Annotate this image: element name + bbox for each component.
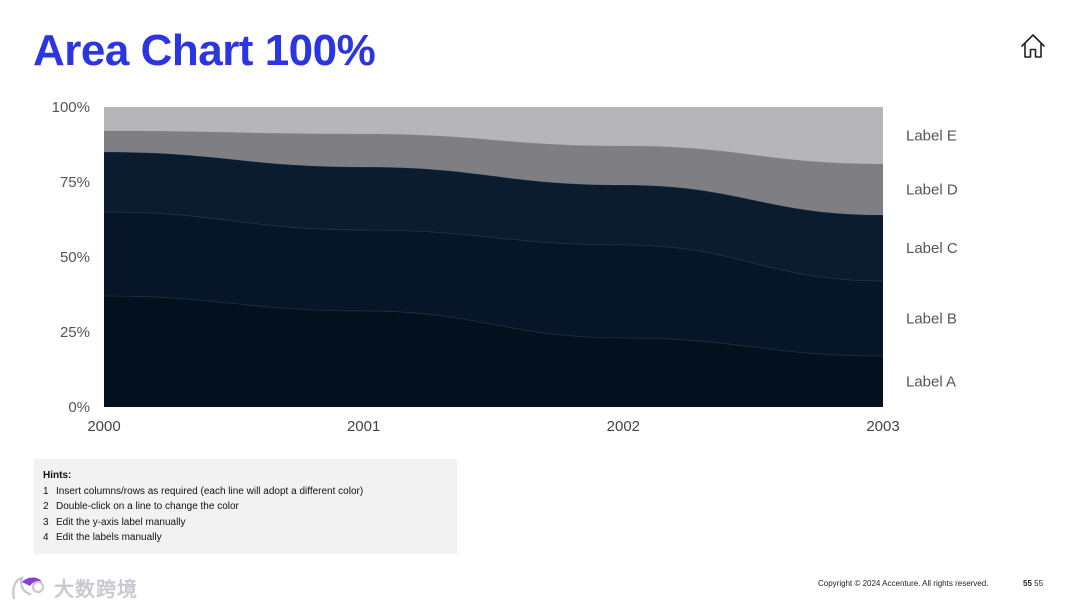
hint-text: Insert columns/rows as required (each li… <box>56 485 364 497</box>
y-tick-label: 25% <box>60 324 90 341</box>
page-title: Area Chart 100% <box>33 26 376 75</box>
y-axis: 0% 25% 50% 75% 100% <box>52 99 90 416</box>
series-labels: Label E Label D Label C Label B Label A <box>906 128 958 391</box>
hint-number: 4 <box>43 532 49 543</box>
series-boundary-line <box>103 151 884 216</box>
watermark-logo: 大数跨境 <box>10 572 138 602</box>
hint-item: 2 Double-click on a line to change the co… <box>43 499 448 515</box>
hint-number: 1 <box>43 485 49 497</box>
x-tick-label: 2003 <box>866 418 899 435</box>
x-tick-label: 2001 <box>347 418 380 435</box>
y-tick-label: 75% <box>60 174 90 191</box>
series-boundary-line <box>103 211 884 282</box>
x-axis: 2000 2001 2002 2003 <box>87 418 899 435</box>
watermark-icon <box>12 576 45 600</box>
page-number-bold: 55 <box>1023 579 1032 588</box>
series-label: Label B <box>906 311 957 328</box>
hints-list: 1 Insert columns/rows as required (each l… <box>43 484 448 546</box>
hint-text: Edit the labels manually <box>56 532 162 543</box>
series-label: Label D <box>906 182 958 199</box>
hints-box: Hints: 1 Insert columns/rows as required … <box>34 459 457 554</box>
hint-item: 3 Edit the y-axis label manually <box>43 515 448 531</box>
y-tick-label: 100% <box>52 99 90 116</box>
hint-text: Edit the y-axis label manually <box>56 516 186 528</box>
copyright-text: Copyright © 2024 Accenture. All rights r… <box>818 579 989 588</box>
hint-item: 4 Edit the labels manually <box>43 530 448 546</box>
home-icon[interactable] <box>1019 32 1047 60</box>
y-tick-label: 50% <box>60 249 90 266</box>
series-label: Label A <box>906 374 956 391</box>
hint-number: 2 <box>43 501 49 512</box>
x-tick-label: 2000 <box>87 418 120 435</box>
area-label-a[interactable] <box>104 296 883 407</box>
area-series-group <box>103 107 884 407</box>
x-tick-label: 2002 <box>607 418 640 435</box>
hints-title: Hints: <box>43 470 72 481</box>
watermark-text: 大数跨境 <box>54 578 138 601</box>
hint-number: 3 <box>43 516 49 528</box>
hint-text: Double-click on a line to change the col… <box>56 501 239 512</box>
series-label: Label E <box>906 128 957 145</box>
series-boundary-line <box>103 295 884 357</box>
page-number-light: 55 <box>1034 579 1044 588</box>
page-number: 55 55 <box>1023 579 1043 588</box>
area-chart: 0% 25% 50% 75% 100% 2000 2001 2002 2003 Label E… <box>52 99 958 435</box>
series-label: Label C <box>906 240 958 257</box>
series-boundary-line <box>103 130 884 165</box>
hint-item: 1 Insert columns/rows as required (each l… <box>43 484 448 500</box>
y-tick-label: 0% <box>68 399 90 416</box>
